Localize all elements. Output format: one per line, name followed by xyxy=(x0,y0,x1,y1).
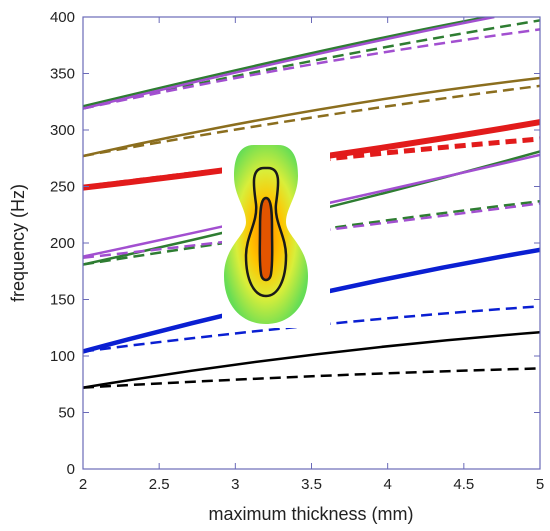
y-tick-label: 50 xyxy=(58,405,75,422)
x-tick-label: 5 xyxy=(536,476,544,493)
x-tick-label: 4.5 xyxy=(453,476,474,493)
series-line-olive-solid-10 xyxy=(83,76,540,158)
series-line-olive-dashed-11 xyxy=(83,84,540,158)
x-tick-label: 4 xyxy=(383,476,391,493)
x-axis-label: maximum thickness (mm) xyxy=(208,504,413,524)
inset-contour-outer xyxy=(244,166,288,298)
y-tick-label: 150 xyxy=(50,292,75,309)
y-tick-label: 400 xyxy=(50,9,75,26)
x-tick-label: 2 xyxy=(79,476,87,493)
x-tick-label: 3.5 xyxy=(301,476,322,493)
series-line-green-solid-12 xyxy=(83,17,487,108)
x-tick-label: 2.5 xyxy=(149,476,170,493)
y-tick-label: 250 xyxy=(50,179,75,196)
y-tick-label: 0 xyxy=(67,461,75,478)
y-tick-label: 350 xyxy=(50,66,75,83)
series-line-black-dashed-1 xyxy=(83,367,540,389)
x-tick-label: 3 xyxy=(231,476,239,493)
thickness-map-inset xyxy=(222,140,330,328)
y-tick-label: 200 xyxy=(50,235,75,252)
y-tick-label: 300 xyxy=(50,122,75,139)
inset-contour-inner xyxy=(258,196,274,282)
y-tick-label: 100 xyxy=(50,348,75,365)
series-line-purple-solid-14 xyxy=(83,17,495,110)
series-line-purple-dashed-15 xyxy=(83,28,540,110)
series-line-black-solid-0 xyxy=(83,331,540,389)
y-axis-label: frequency (Hz) xyxy=(8,184,28,302)
